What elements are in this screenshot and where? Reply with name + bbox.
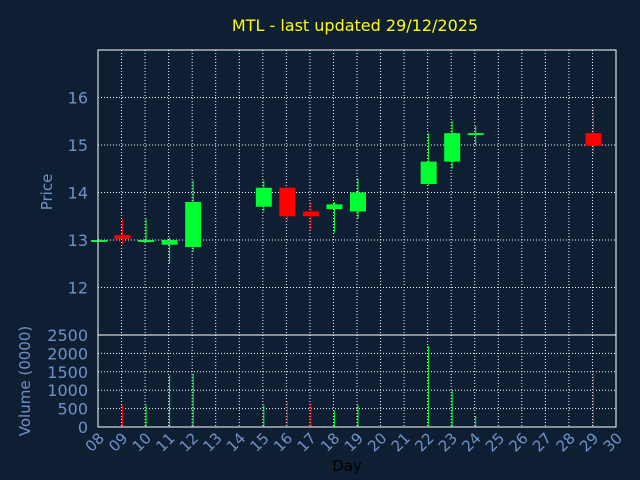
candle-body [302, 211, 319, 217]
volume-plot-frame [97, 334, 617, 428]
x-axis-label: Day [332, 457, 362, 475]
x-tick-label: 09 [105, 429, 131, 455]
volume-grid [97, 334, 617, 428]
candle-body [350, 192, 366, 212]
candle-body [114, 235, 131, 240]
x-tick-label: 17 [294, 429, 320, 455]
x-tick-label: 14 [223, 429, 249, 455]
candle-body [420, 161, 437, 184]
x-tick-label: 19 [341, 429, 367, 455]
x-tick-label: 29 [576, 429, 602, 455]
x-tick-label: 28 [553, 429, 579, 455]
x-tick-label: 11 [152, 429, 178, 455]
candle [255, 180, 272, 212]
x-tick-label: 23 [435, 429, 461, 455]
x-tick-label: 10 [129, 429, 155, 455]
candle [138, 218, 155, 243]
candle-body [185, 202, 202, 248]
volume-y-tick-label: 1500 [47, 363, 88, 382]
candle-body [585, 133, 602, 146]
candle-body [255, 187, 272, 207]
price-y-tick-label: 13 [68, 231, 88, 250]
x-tick-label: 22 [411, 429, 437, 455]
price-y-tick-label: 12 [68, 279, 88, 298]
candle [114, 218, 131, 245]
x-tick-label: 27 [529, 429, 555, 455]
candle [585, 107, 602, 155]
price-y-tick-label: 15 [68, 136, 88, 155]
candle-body [138, 240, 155, 242]
candle [326, 202, 343, 233]
price-candles [91, 107, 602, 264]
x-tick-label: 16 [270, 429, 296, 455]
candle [91, 239, 107, 242]
price-y-tick-label: 16 [68, 89, 88, 108]
candle [420, 133, 437, 186]
x-tick-labels: 0809101112131415161718192021222324252627… [82, 429, 626, 455]
candle-body [279, 187, 296, 217]
volume-y-tick-label: 0 [78, 418, 88, 437]
volume-y-tick-label: 1000 [47, 381, 88, 400]
price-y-tick-label: 14 [68, 184, 88, 203]
x-tick-label: 25 [482, 429, 508, 455]
x-tick-label: 20 [364, 429, 390, 455]
candle [444, 121, 461, 169]
x-tick-label: 21 [388, 429, 414, 455]
volume-y-tick-label: 2000 [47, 344, 88, 363]
volume-axis-label: Volume (0000) [16, 326, 34, 436]
volume-y-tick-label: 500 [57, 400, 88, 419]
x-tick-label: 13 [199, 429, 225, 455]
candle [161, 237, 178, 264]
candle [185, 180, 202, 252]
x-tick-label: 18 [317, 429, 343, 455]
x-tick-label: 12 [176, 429, 202, 455]
price-axis-label: Price [38, 174, 56, 211]
candle-body [161, 240, 178, 245]
candle-body [467, 133, 484, 136]
x-tick-label: 30 [600, 429, 626, 455]
price-y-tick-labels: 12 13 14 15 16 [68, 89, 88, 298]
candle [279, 187, 296, 221]
candle [467, 126, 484, 145]
x-tick-label: 26 [505, 429, 531, 455]
candle [302, 202, 319, 231]
volume-bars [122, 346, 594, 427]
x-tick-label: 24 [458, 429, 484, 455]
candle-body [444, 133, 461, 162]
chart-title: MTL - last updated 29/12/2025 [232, 16, 478, 35]
volume-y-tick-label: 2500 [47, 326, 88, 345]
x-tick-label: 15 [246, 429, 272, 455]
price-panel: 12 13 14 15 16 Price [38, 49, 617, 336]
candle-body [91, 240, 107, 242]
candle-body [326, 204, 343, 210]
candle [350, 178, 366, 219]
